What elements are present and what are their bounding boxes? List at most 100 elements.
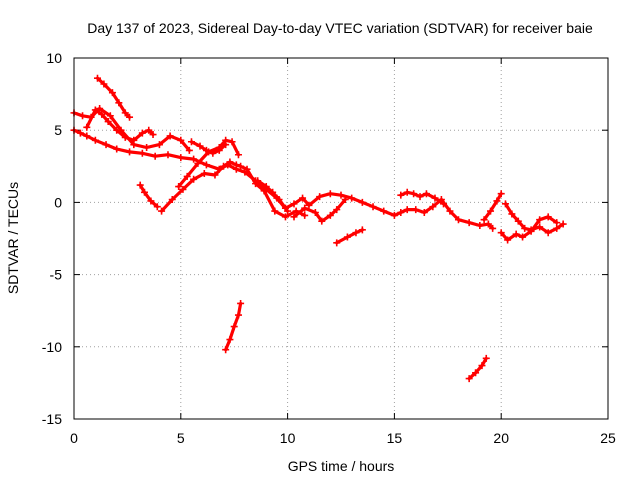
y-tick-labels: 10 5 0 -5 -10 -15: [42, 50, 62, 427]
x-tick-label: 15: [387, 430, 403, 446]
data-point: [190, 175, 198, 183]
data-point: [301, 211, 309, 219]
data-point: [177, 136, 185, 144]
series-track-c: [83, 106, 157, 144]
data-point: [226, 336, 234, 344]
data-point: [138, 149, 146, 157]
data-point: [512, 230, 520, 238]
series-track-l: [480, 190, 505, 224]
data-point: [136, 181, 144, 189]
data-point: [348, 194, 356, 202]
series-track-p: [222, 299, 245, 354]
data-point: [476, 222, 484, 230]
data-point: [76, 129, 84, 137]
data-point: [326, 190, 334, 198]
data-point: [431, 194, 439, 202]
data-point: [429, 203, 437, 211]
data-point: [237, 299, 245, 307]
data-point: [472, 369, 480, 377]
data-point: [301, 204, 309, 212]
data-point: [484, 220, 492, 228]
data-point: [91, 136, 99, 144]
data-point: [446, 207, 454, 215]
x-tick-label: 20: [493, 430, 509, 446]
data-point: [465, 219, 473, 227]
x-tick-label: 5: [177, 430, 185, 446]
series-track-n: [497, 213, 561, 244]
y-tick-label: -5: [50, 267, 63, 283]
data-point: [290, 200, 298, 208]
data-point: [416, 193, 424, 201]
data-point: [478, 362, 486, 370]
data-point: [230, 323, 238, 331]
data-point: [106, 112, 114, 120]
data-point: [390, 211, 398, 219]
data-point: [232, 161, 240, 169]
data-point: [215, 146, 223, 154]
grid-lines: [74, 58, 608, 419]
data-point: [318, 217, 326, 225]
data-point: [151, 152, 159, 160]
data-point: [341, 196, 349, 204]
data-point: [553, 219, 561, 227]
data-point: [501, 200, 509, 208]
data-point: [487, 207, 495, 215]
data-point: [271, 207, 279, 215]
data-point: [508, 210, 516, 218]
y-tick-label: 5: [54, 122, 62, 138]
data-point: [196, 142, 204, 150]
data-point: [149, 131, 157, 139]
data-point: [281, 213, 289, 221]
y-tick-label: -15: [42, 411, 62, 427]
data-series: [70, 74, 567, 383]
data-point: [96, 105, 104, 113]
y-tick-label: 0: [54, 194, 62, 210]
data-point: [121, 109, 129, 117]
series-track-k: [397, 188, 448, 208]
data-point: [420, 209, 428, 217]
data-point: [281, 204, 289, 212]
data-point: [497, 190, 505, 198]
data-point: [166, 132, 174, 140]
data-point: [254, 177, 262, 185]
data-point: [100, 80, 108, 88]
data-point: [412, 206, 420, 214]
x-tick-labels: 0 5 10 15 20 25: [70, 430, 616, 446]
data-point: [358, 226, 366, 234]
data-point: [403, 206, 411, 214]
series-track-g: [136, 181, 161, 211]
data-point: [91, 106, 99, 114]
data-point: [83, 123, 91, 131]
plot-frame: [73, 57, 609, 420]
data-point: [275, 196, 283, 204]
data-point: [333, 239, 341, 247]
data-point: [140, 188, 148, 196]
data-point: [311, 209, 319, 217]
series-track-o: [333, 226, 366, 247]
data-point: [113, 126, 121, 134]
data-point: [183, 172, 191, 180]
data-point: [489, 224, 497, 232]
data-point: [202, 146, 210, 154]
data-point: [113, 145, 121, 153]
data-point: [228, 138, 236, 146]
data-point: [108, 89, 116, 97]
data-point: [187, 138, 195, 146]
y-tick-label: -10: [42, 339, 62, 355]
series-track-d: [93, 74, 134, 121]
data-point: [326, 211, 334, 219]
data-point: [194, 159, 202, 167]
series-line: [138, 183, 159, 209]
series-track-h: [187, 138, 230, 157]
data-point: [143, 144, 151, 152]
data-point: [343, 233, 351, 241]
data-point: [234, 151, 242, 159]
data-point: [164, 151, 172, 159]
data-point: [358, 198, 366, 206]
y-axis-title: SDTVAR / TECUs: [5, 182, 21, 294]
series-line: [467, 356, 488, 381]
data-point: [226, 158, 234, 166]
data-point: [536, 223, 544, 231]
data-point: [465, 375, 473, 383]
